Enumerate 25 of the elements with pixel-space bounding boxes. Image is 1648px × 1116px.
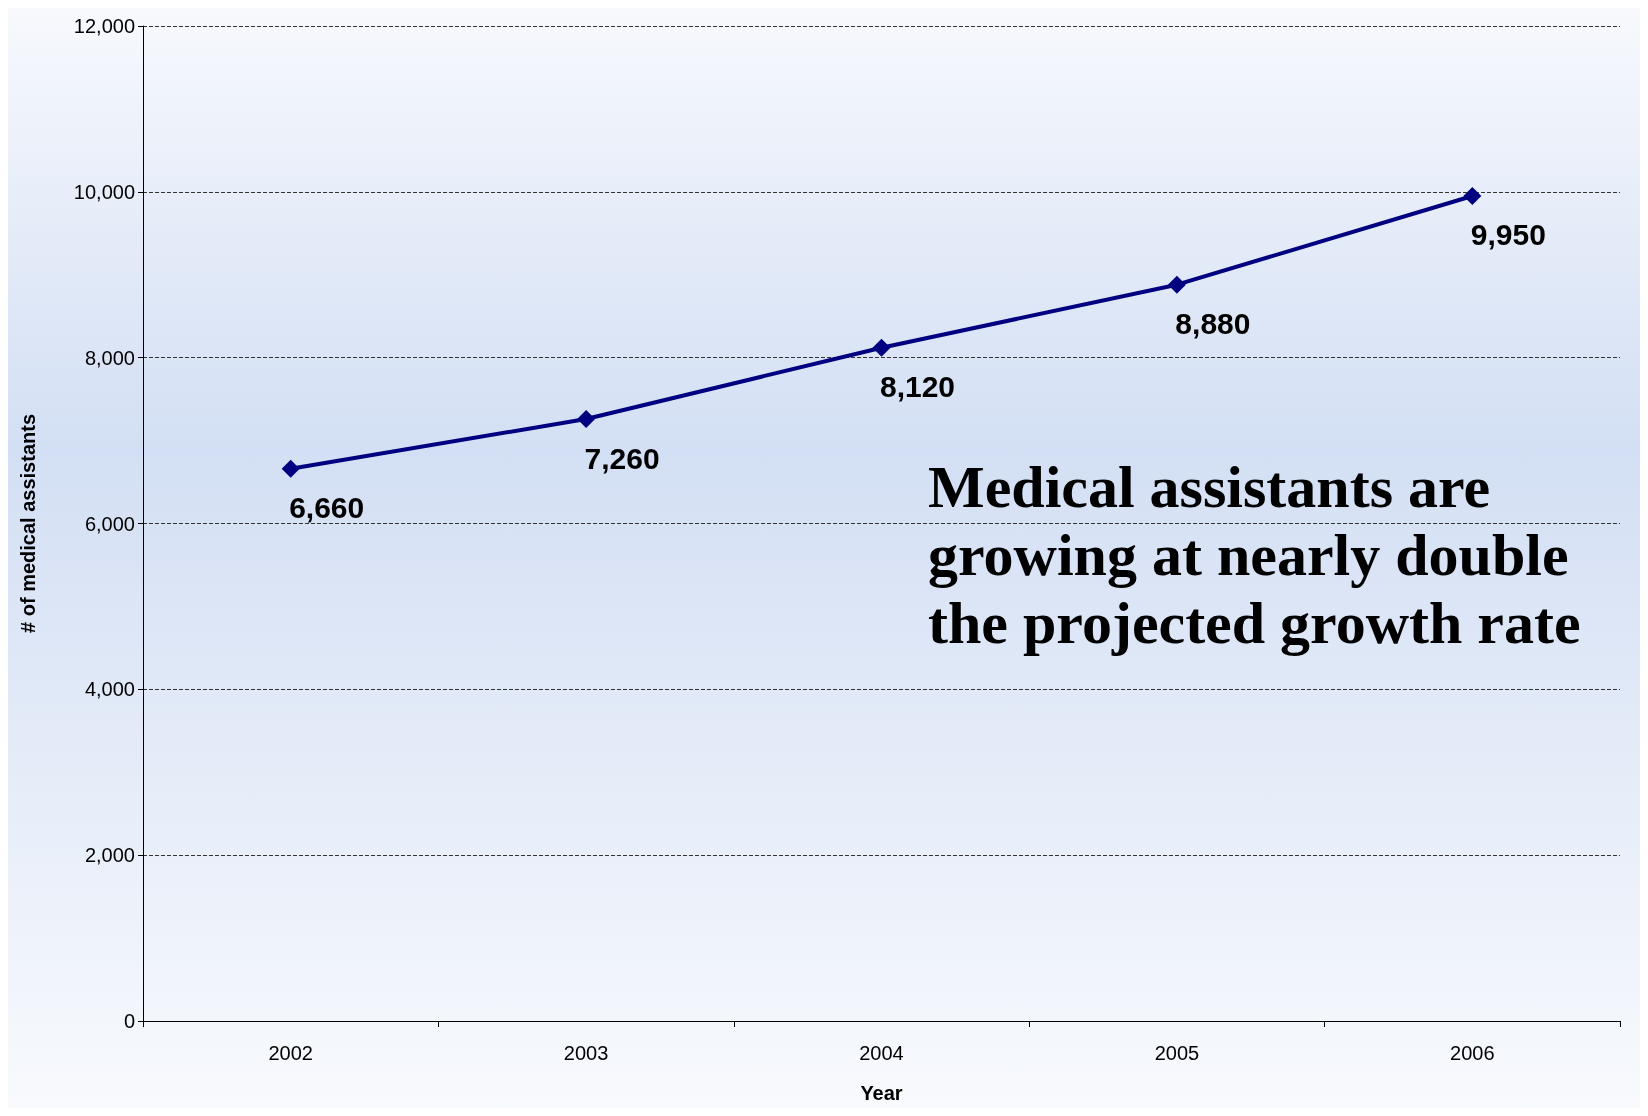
annotation: Medical assistants are growing at nearly double the projected growth rate — [928, 454, 1584, 656]
point — [577, 410, 596, 429]
data-label: 9,950 — [1470, 218, 1546, 252]
x-tick-label: 2005 — [1154, 1042, 1200, 1064]
x-axis-title: Year — [860, 1082, 903, 1104]
point — [1463, 186, 1482, 205]
y-tick-label: 8,000 — [84, 346, 135, 369]
point — [1167, 275, 1186, 294]
y-tick-label: 4,000 — [84, 678, 135, 701]
x-tick-label: 2003 — [563, 1042, 609, 1064]
y-tick-label: 0 — [123, 1010, 135, 1032]
data-label: 7,260 — [584, 441, 660, 475]
y-tick-label: 12,000 — [73, 15, 135, 37]
y-tick-label: 2,000 — [84, 844, 135, 867]
y-axis-title: # of medical assistants — [17, 414, 39, 633]
data-label: 8,120 — [879, 370, 956, 404]
point — [281, 459, 300, 478]
y-tick-label: 6,000 — [84, 512, 135, 535]
data-label: 8,880 — [1175, 307, 1251, 341]
x-tick-label: 2004 — [859, 1042, 904, 1064]
data-label: 6,660 — [289, 491, 365, 525]
x-tick-label: 2006 — [1450, 1042, 1495, 1064]
x-tick-label: 2002 — [268, 1042, 313, 1064]
y-tick-label: 10,000 — [73, 180, 135, 203]
point — [872, 338, 891, 357]
